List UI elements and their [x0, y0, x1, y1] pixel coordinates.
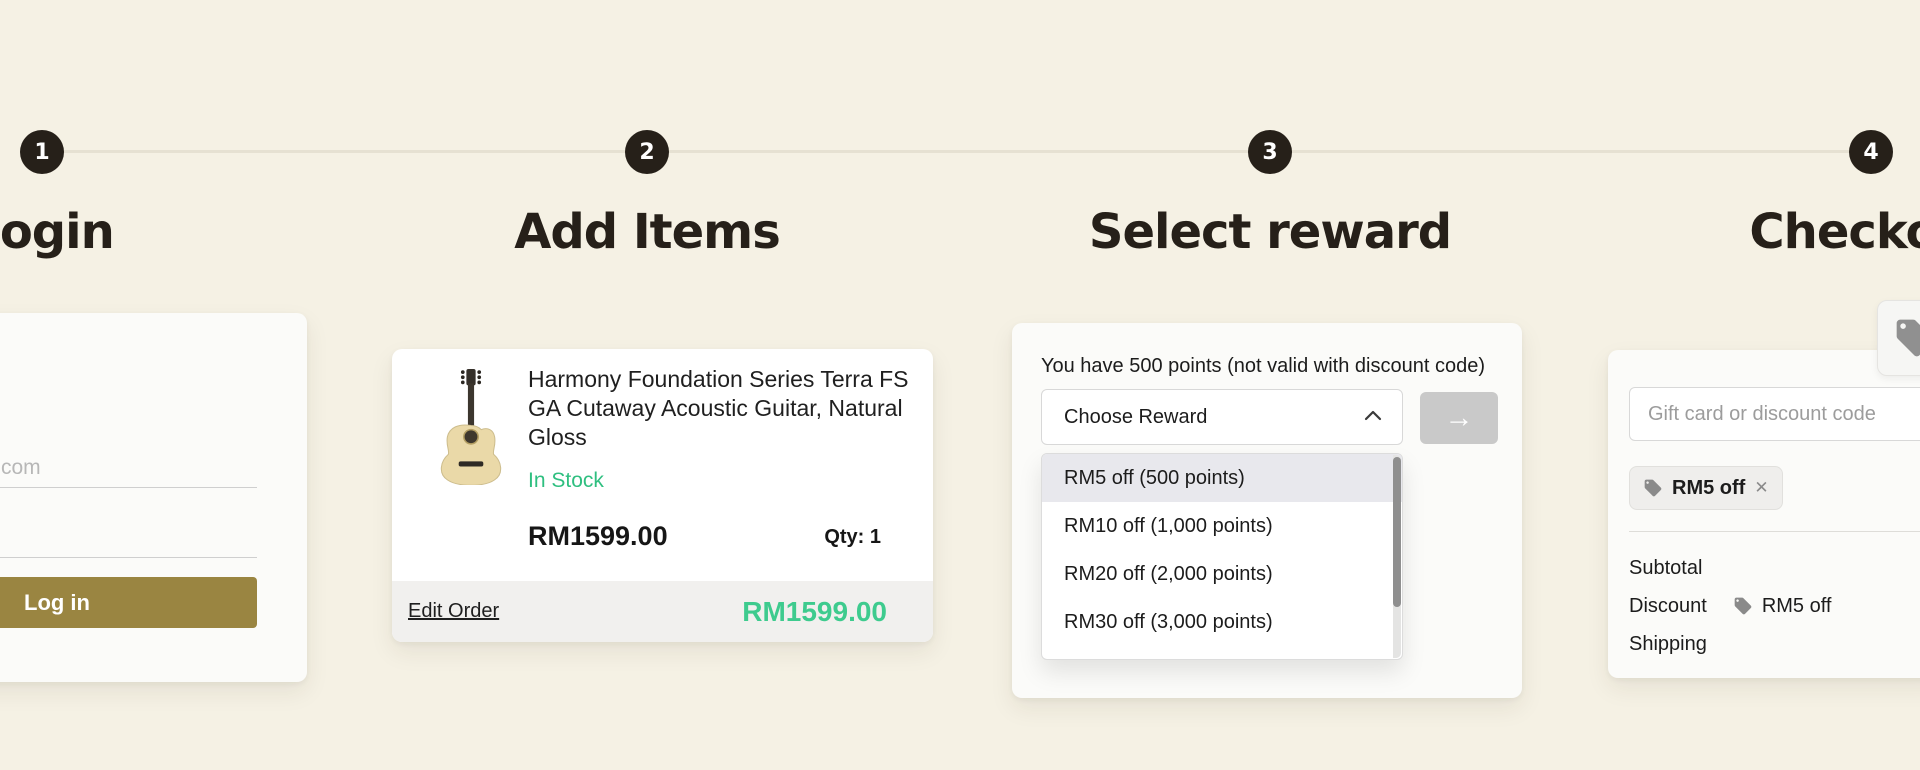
step-label-add-items: Add Items — [514, 204, 781, 260]
tag-icon — [1733, 596, 1753, 616]
choose-reward-dropdown[interactable]: Choose Reward — [1041, 389, 1403, 445]
reward-option-rm20[interactable]: RM20 off (2,000 points) — [1064, 562, 1273, 585]
email-input[interactable] — [0, 448, 257, 488]
dropdown-selected-value: Choose Reward — [1064, 405, 1208, 428]
subtotal-label: Subtotal — [1629, 556, 1703, 579]
login-card: Log in — [0, 313, 307, 682]
checkout-card: RM5 off ✕ Subtotal Discount RM5 off Ship… — [1608, 350, 1920, 678]
listbox-scrollbar-track — [1393, 455, 1401, 658]
discount-value: RM5 off — [1761, 594, 1832, 617]
summary-row-subtotal: Subtotal — [1629, 549, 1831, 587]
password-input[interactable] — [0, 518, 257, 558]
points-balance-text: You have 500 points (not valid with disc… — [1041, 355, 1485, 377]
reward-option-rm10[interactable]: RM10 off (1,000 points) — [1064, 514, 1273, 537]
order-summary: Subtotal Discount RM5 off Shipping — [1629, 549, 1831, 663]
summary-row-discount: Discount RM5 off — [1629, 587, 1831, 625]
product-card: Harmony Foundation Series Terra FS GA Cu… — [392, 349, 933, 642]
login-button[interactable]: Log in — [0, 577, 257, 628]
arrow-right-icon: → — [1444, 401, 1474, 434]
tag-icon — [1893, 316, 1920, 360]
step-circle-3: 3 — [1248, 130, 1292, 174]
discount-label: Discount — [1629, 594, 1707, 617]
gift-card-discount-input[interactable] — [1629, 387, 1920, 441]
summary-divider — [1629, 531, 1920, 532]
stock-status: In Stock — [528, 469, 604, 492]
shipping-label: Shipping — [1629, 632, 1707, 655]
step-circle-1: 1 — [20, 130, 64, 174]
chip-label: RM5 off — [1672, 476, 1746, 499]
quantity-label: Qty: 1 — [824, 526, 881, 548]
edit-order-link[interactable]: Edit Order — [408, 600, 500, 622]
product-card-footer: Edit Order RM1599.00 — [392, 581, 933, 642]
listbox-scrollbar-thumb[interactable] — [1393, 457, 1401, 607]
step-circle-2: 2 — [625, 130, 669, 174]
step-circle-4: 4 — [1849, 130, 1893, 174]
reward-option-rm30[interactable]: RM30 off (3,000 points) — [1064, 610, 1273, 633]
step-label-select-reward: Select reward — [1088, 204, 1452, 260]
step-label-checkout: Checkout — [1749, 204, 1920, 260]
rewards-tag-button[interactable] — [1877, 300, 1920, 376]
reward-option-rm5[interactable]: RM5 off (500 points) — [1042, 454, 1402, 502]
tag-icon — [1643, 478, 1663, 498]
chevron-up-icon — [1364, 408, 1382, 426]
product-title: Harmony Foundation Series Terra FS GA Cu… — [528, 366, 909, 450]
chip-close-icon[interactable]: ✕ — [1754, 478, 1769, 497]
stepper-connector-line — [42, 150, 1871, 153]
apply-reward-button[interactable]: → — [1420, 392, 1498, 444]
reward-options-listbox: RM5 off (500 points) RM10 off (1,000 poi… — [1041, 453, 1403, 660]
summary-row-shipping: Shipping — [1629, 625, 1831, 663]
applied-discount-chip: RM5 off ✕ — [1629, 466, 1783, 510]
product-image-guitar-icon — [422, 367, 520, 486]
select-reward-card: You have 500 points (not valid with disc… — [1012, 323, 1522, 698]
order-total: RM1599.00 — [742, 595, 887, 627]
product-price: RM1599.00 — [528, 521, 668, 551]
